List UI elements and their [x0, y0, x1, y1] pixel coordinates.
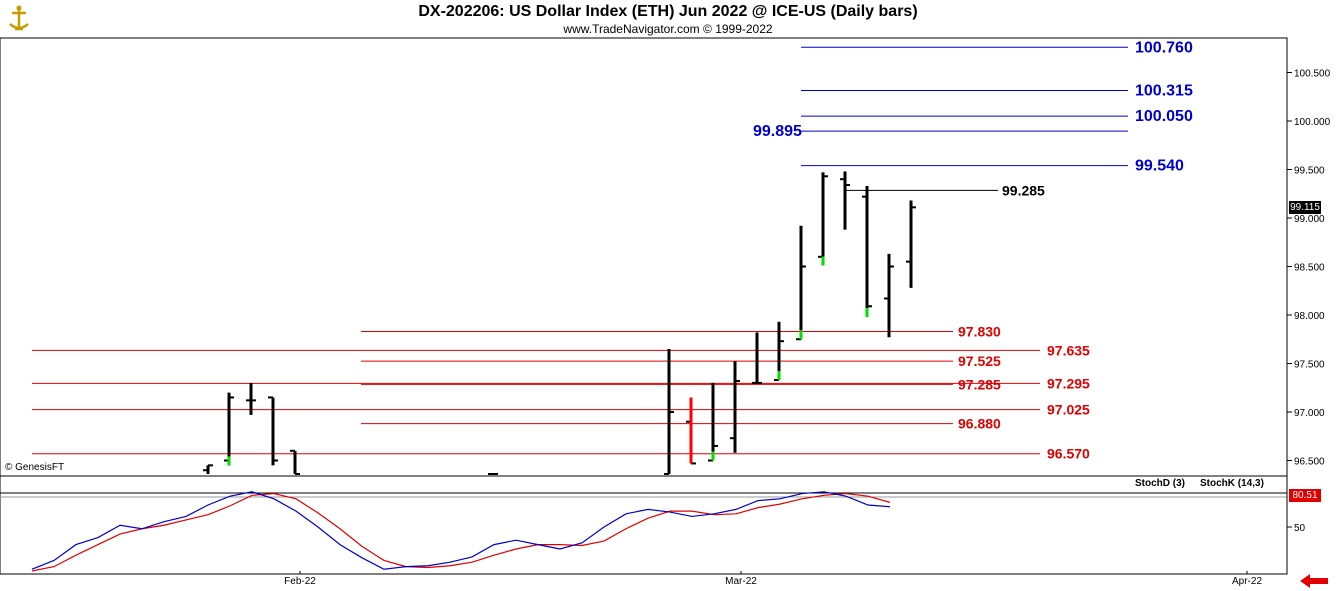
price-tick-label: 98.500 [1294, 263, 1325, 274]
price-tick-label: 97.500 [1294, 360, 1325, 371]
chart-subtitle: www.TradeNavigator.com © 1999-2022 [563, 22, 773, 36]
level-lines: 100.760 100.315 100.050 99.895 99.540 99.285 9… [32, 39, 1193, 462]
level-label: 97.525 [958, 353, 1001, 369]
level-label: 99.540 [1135, 158, 1184, 175]
price-tick-label: 99.000 [1294, 214, 1325, 225]
level-label: 96.880 [958, 416, 1001, 432]
level-label: 97.635 [1047, 342, 1090, 358]
chart-title: DX-202206: US Dollar Index (ETH) Jun 202… [418, 3, 918, 20]
stoch-d-line [31, 492, 891, 572]
stoch-tick-label: 50 [1294, 523, 1306, 534]
last-price-tag: 99.115 [1289, 201, 1321, 214]
stoch-k-label: StochK (14,3) [1200, 478, 1264, 489]
level-label: 100.760 [1135, 39, 1193, 56]
price-tick-label: 96.500 [1294, 457, 1325, 468]
trade-navigator-logo-icon [4, 4, 34, 34]
level-label: 100.315 [1135, 82, 1193, 99]
copyright-label: © GenesisFT [5, 462, 65, 473]
level-label: 100.050 [1135, 108, 1193, 125]
stoch-d-label: StochD (3) [1135, 478, 1185, 489]
stoch-k-line [31, 491, 891, 570]
chart-frame [0, 37, 1288, 575]
level-label: 99.285 [1002, 182, 1045, 198]
scroll-left-arrow-icon[interactable] [1298, 573, 1330, 589]
price-axis: 100.500 100.000 99.500 99.000 98.500 98.000 97… [1287, 69, 1331, 468]
stoch-last-value-tag: 80.51 [1289, 489, 1321, 502]
level-label: 96.570 [1047, 446, 1090, 462]
price-tick-label: 100.000 [1294, 117, 1331, 128]
time-tick-label: Feb-22 [284, 576, 316, 587]
level-label: 99.895 [753, 123, 802, 140]
level-label: 97.830 [958, 323, 1001, 339]
price-tick-label: 97.000 [1294, 408, 1325, 419]
time-axis: Feb-22 Mar-22 Apr-22 [284, 571, 1262, 587]
title-bar: DX-202206: US Dollar Index (ETH) Jun 202… [0, 0, 1336, 38]
ohlc-bars [203, 171, 916, 475]
level-label: 97.295 [1047, 375, 1090, 391]
price-tick-label: 98.000 [1294, 311, 1325, 322]
time-tick-label: Mar-22 [725, 576, 757, 587]
stochastic-panel: 50 [31, 491, 1306, 572]
time-tick-label: Apr-22 [1232, 576, 1262, 587]
price-tick-label: 99.500 [1294, 166, 1325, 177]
level-label: 97.285 [958, 376, 1001, 392]
level-label: 97.025 [1047, 402, 1090, 418]
price-tick-label: 100.500 [1294, 69, 1331, 80]
